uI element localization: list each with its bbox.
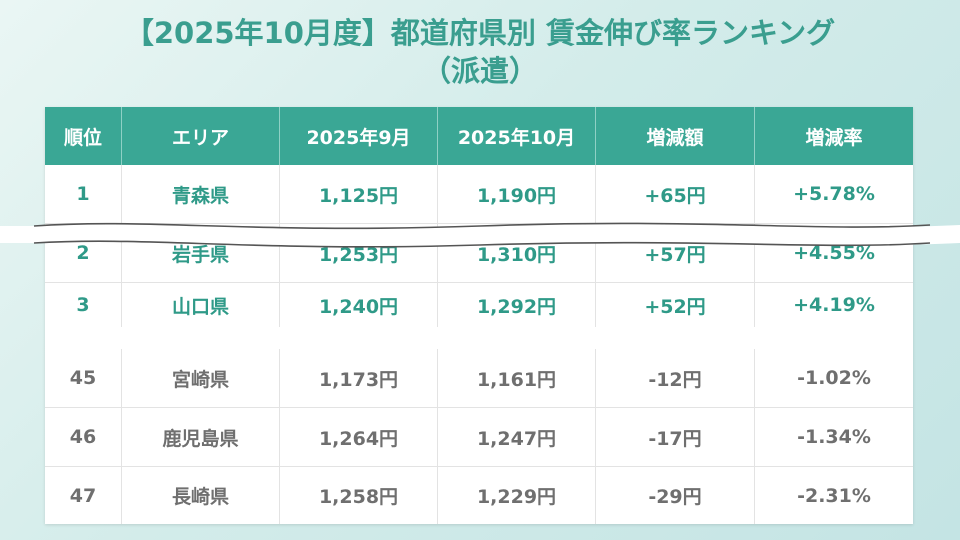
change-amount-cell: +65円 <box>596 165 755 223</box>
table-row: 45 宮崎県 1,173円 1,161円 -12円 -1.02% <box>45 349 913 408</box>
table-row: 2 岩手県 1,253円 1,310円 +57円 +4.55% <box>45 224 913 283</box>
page-title: 【2025年10月度】都道府県別 賃金伸び率ランキング （派遣） <box>0 14 960 90</box>
title-line-1: 【2025年10月度】都道府県別 賃金伸び率ランキング <box>124 16 836 50</box>
oct-wage-cell: 1,190円 <box>438 165 596 223</box>
change-amount-cell: -17円 <box>596 408 755 466</box>
ranking-table: 順位 エリア 2025年9月 2025年10月 増減額 増減率 1 青森県 1,… <box>45 107 913 524</box>
oct-wage-cell: 1,161円 <box>438 349 596 407</box>
change-amount-cell: -29円 <box>596 467 755 524</box>
header-sep: 2025年9月 <box>280 107 438 165</box>
change-amount-cell: -12円 <box>596 349 755 407</box>
area-cell: 青森県 <box>122 165 280 223</box>
change-rate-cell: -2.31% <box>797 484 871 507</box>
sep-wage-cell: 1,264円 <box>280 408 438 466</box>
header-change-rate: 増減率 <box>805 126 863 149</box>
area-cell: 山口県 <box>122 283 280 327</box>
oct-wage-cell: 1,292円 <box>438 283 596 327</box>
table-row: 1 青森県 1,125円 1,190円 +65円 +5.78% <box>45 165 913 224</box>
sep-wage-cell: 1,253円 <box>280 224 438 282</box>
rank-cell: 3 <box>45 283 122 327</box>
title-line-2: （派遣） <box>421 54 538 88</box>
sep-wage-cell: 1,258円 <box>280 467 438 524</box>
header-change-amount: 増減額 <box>596 107 755 165</box>
change-rate-cell: -1.02% <box>797 367 871 389</box>
change-rate-cell: +4.19% <box>793 294 875 316</box>
sep-wage-cell: 1,240円 <box>280 283 438 327</box>
sep-wage-cell: 1,173円 <box>280 349 438 407</box>
change-rate-cell: -1.34% <box>797 426 871 448</box>
table-header: 順位 エリア 2025年9月 2025年10月 増減額 増減率 <box>45 107 913 165</box>
area-cell: 鹿児島県 <box>122 408 280 466</box>
table-row: 47 長崎県 1,258円 1,229円 -29円 -2.31% <box>45 467 913 524</box>
table-row: 46 鹿児島県 1,264円 1,247円 -17円 -1.34% <box>45 408 913 467</box>
change-rate-cell: +5.78% <box>793 183 875 205</box>
table-row: 3 山口県 1,240円 1,292円 +52円 +4.19% <box>45 283 913 327</box>
sep-wage-cell: 1,125円 <box>280 165 438 223</box>
area-cell: 宮崎県 <box>122 349 280 407</box>
row-omission-break <box>0 222 960 248</box>
change-amount-cell: +57円 <box>596 224 755 282</box>
change-rate-cell: +4.55% <box>793 242 875 264</box>
oct-wage-cell: 1,247円 <box>438 408 596 466</box>
header-oct: 2025年10月 <box>438 107 596 165</box>
rank-cell: 45 <box>45 349 122 407</box>
header-area: エリア <box>122 107 280 165</box>
area-cell: 岩手県 <box>122 224 280 282</box>
rank-cell: 2 <box>45 224 122 282</box>
area-cell: 長崎県 <box>122 467 280 524</box>
oct-wage-cell: 1,229円 <box>438 467 596 524</box>
oct-wage-cell: 1,310円 <box>438 224 596 282</box>
header-rank: 順位 <box>45 107 122 165</box>
rank-cell: 1 <box>45 165 122 223</box>
change-amount-cell: +52円 <box>596 283 755 327</box>
rank-cell: 46 <box>45 408 122 466</box>
rank-cell: 47 <box>45 467 122 524</box>
